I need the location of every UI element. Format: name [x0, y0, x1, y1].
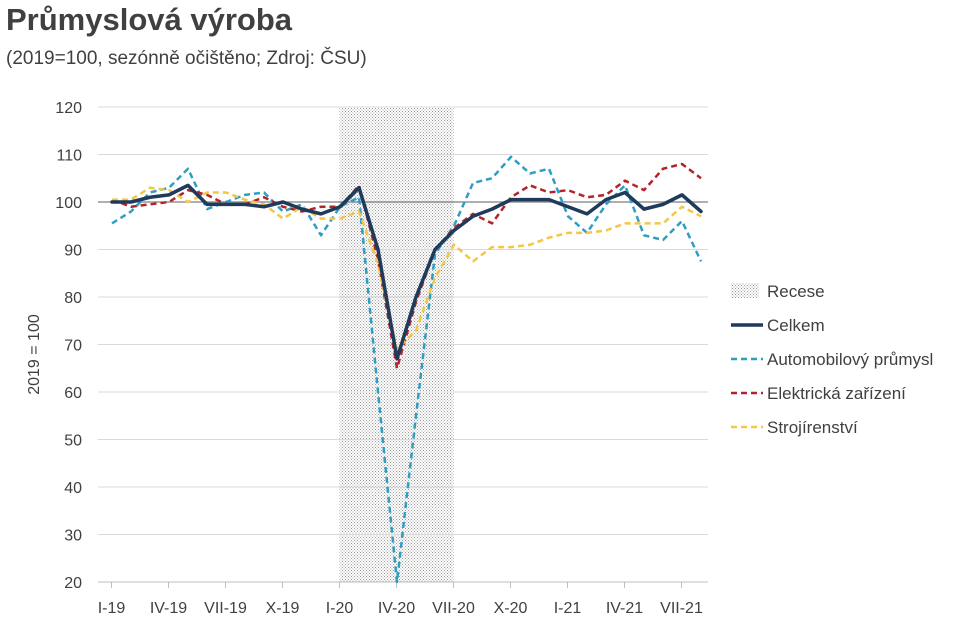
x-tick-label: X-19	[266, 600, 300, 617]
x-tick-label: IV-20	[378, 600, 415, 617]
legend-label-recession: Recese	[767, 282, 825, 301]
y-tick-label: 120	[55, 100, 82, 117]
x-tick-label: I-19	[98, 600, 126, 617]
x-tick-label: I-20	[326, 600, 354, 617]
x-tick-label: I-21	[554, 600, 582, 617]
y-tick-label: 100	[55, 195, 82, 212]
series-line-1	[110, 183, 703, 361]
y-tick-label: 70	[64, 338, 82, 355]
y-tick-label: 60	[64, 385, 82, 402]
x-tick-label: IV-19	[150, 600, 187, 617]
series-line-2	[111, 155, 703, 584]
x-tick-label: IV-21	[606, 600, 643, 617]
y-tick-label: 50	[64, 433, 82, 450]
y-tick-label: 80	[64, 290, 82, 307]
y-tick-label: 30	[64, 528, 82, 545]
legend-label-1: Celkem	[767, 316, 825, 335]
legend-label-3: Elektrická zařízení	[767, 384, 906, 403]
x-tick-label: VII-21	[660, 600, 703, 617]
y-tick-label: 40	[64, 480, 82, 497]
legend-label-4: Strojírenství	[767, 418, 858, 437]
series-line-3	[111, 162, 702, 370]
y-tick-label: 90	[64, 243, 82, 260]
legend-label-2: Automobilový průmysl	[767, 350, 933, 369]
y-tick-label: 20	[64, 575, 82, 592]
x-tick-label: X-20	[494, 600, 528, 617]
chart-subtitle: (2019=100, sezónně očištěno; Zdroj: ČSU)	[6, 48, 367, 69]
y-tick-label: 110	[56, 148, 82, 165]
x-tick-label: VII-20	[432, 600, 475, 617]
chart-title: Průmyslová výroba	[6, 2, 293, 37]
y-axis-label: 2019 = 100	[26, 314, 43, 395]
x-tick-label: VII-19	[204, 600, 247, 617]
legend-swatch-recession	[731, 283, 759, 298]
